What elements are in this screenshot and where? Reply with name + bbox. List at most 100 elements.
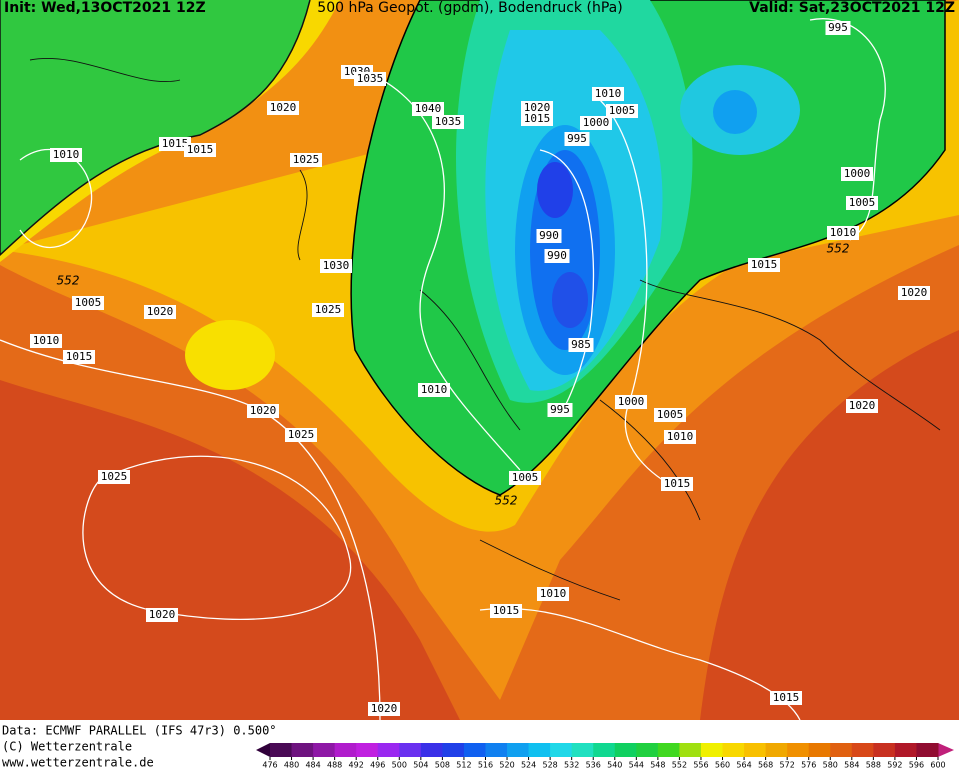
colorbar-label: 532	[564, 761, 579, 770]
colorbar-swatch	[571, 743, 594, 757]
isobar-label-box	[247, 404, 279, 418]
colorbar-swatch	[700, 743, 724, 757]
colorbar-swatch	[744, 743, 767, 757]
isobar-label-box	[509, 471, 541, 485]
isobar-label: 1005	[512, 471, 539, 484]
isobar-label: 1000	[844, 167, 871, 180]
colorbar-high-arrow	[938, 743, 954, 757]
isobar-label-box	[98, 470, 130, 484]
colorbar-label: 576	[801, 761, 816, 770]
colorbar-label: 520	[499, 761, 514, 770]
isobar-label: 1000	[583, 116, 610, 129]
isobar-label-box	[412, 102, 444, 116]
field-band	[713, 90, 757, 134]
colorbar-swatch	[808, 743, 831, 757]
coastline	[29, 58, 941, 601]
isobar-label-box	[544, 249, 570, 263]
colorbar-label: 564	[736, 761, 751, 770]
colorbar-swatch	[916, 743, 939, 757]
isobar-label-box	[770, 691, 802, 705]
isobar-label-box	[144, 305, 176, 319]
isobar-label: 1020	[250, 404, 277, 417]
colorbar-label: 588	[866, 761, 881, 770]
thickness-label: 552	[827, 242, 850, 256]
isobar-label: 1025	[315, 303, 342, 316]
isobar-label: 985	[571, 338, 591, 351]
isobar-label-box	[290, 153, 322, 167]
colorbar-swatch	[550, 743, 573, 757]
colorbar-label: 492	[349, 761, 364, 770]
colorbar-swatch	[442, 743, 465, 757]
isobar-label: 1020	[147, 305, 174, 318]
colorbar-swatch	[679, 743, 702, 757]
isobar-label: 1015	[751, 258, 778, 271]
isobar-label: 1015	[524, 112, 551, 125]
field-band	[185, 320, 275, 390]
isobar-label-box	[846, 399, 878, 413]
colorbar-label: 512	[456, 761, 471, 770]
isobar-label: 1010	[830, 226, 857, 239]
colorbar-swatch	[485, 743, 508, 757]
isobar-label: 990	[547, 249, 567, 262]
isobar-label-box	[825, 21, 851, 35]
colorbar-label: 540	[607, 761, 622, 770]
colorbar-label: 504	[413, 761, 428, 770]
colorbar-swatch	[851, 743, 874, 757]
thickness-label: 552	[495, 494, 518, 508]
colorbar-swatch	[377, 743, 400, 757]
isobar-label-box	[159, 137, 191, 151]
isobar-label-box	[841, 167, 873, 181]
isobar-label: 995	[550, 403, 570, 416]
init-time: Init: Wed,13OCT2021 12Z	[4, 0, 206, 16]
isobar	[599, 99, 681, 491]
colorbar-label: 524	[521, 761, 536, 770]
isobar-label: 1005	[75, 296, 102, 309]
colorbar-swatch	[765, 743, 788, 757]
colorbar-label: 596	[909, 761, 924, 770]
isobar-label-box	[564, 132, 590, 146]
colorbar-swatch	[313, 743, 336, 757]
isobar	[539, 149, 595, 413]
isobar-label: 1030	[323, 259, 350, 272]
colorbar-swatch	[334, 743, 357, 757]
isobar-label: 1005	[609, 104, 636, 117]
isobar-label: 1015	[493, 604, 520, 617]
colorbar-swatch	[830, 743, 853, 757]
colorbar-swatch	[356, 743, 379, 757]
isobar-label-box	[184, 143, 216, 157]
isobar-label: 995	[828, 21, 848, 34]
colorbar-label: 516	[478, 761, 493, 770]
isobar-label: 1010	[33, 334, 60, 347]
isobar-label-box	[664, 430, 696, 444]
isobar-label: 1000	[618, 395, 645, 408]
colorbar-swatch	[873, 743, 896, 757]
isobar-label: 1010	[667, 430, 694, 443]
isobar-label-box	[592, 87, 624, 101]
colorbar-label: 544	[629, 761, 644, 770]
colorbar-label: 548	[650, 761, 665, 770]
colorbar-swatch	[507, 743, 530, 757]
copyright: (C) Wetterzentrale	[2, 740, 132, 754]
isobar-label-box	[146, 608, 178, 622]
colorbar-label: 508	[435, 761, 450, 770]
colorbar-swatch	[291, 743, 314, 757]
isobar-label: 1015	[162, 137, 189, 150]
isobar-label-box	[537, 587, 569, 601]
colorbar-label: 556	[693, 761, 708, 770]
valid-time: Valid: Sat,23OCT2021 12Z	[749, 0, 955, 16]
colorbar-swatch	[399, 743, 422, 757]
isobar-label-box	[521, 112, 553, 126]
colorbar-label: 552	[672, 761, 687, 770]
colorbar-swatch	[463, 743, 486, 757]
colorbar-swatch	[636, 743, 659, 757]
colorbar-label: 528	[542, 761, 557, 770]
isobar-label-box	[312, 303, 344, 317]
colorbar-label: 600	[930, 761, 945, 770]
isobar-label: 1010	[53, 148, 80, 161]
colorbar-label: 592	[887, 761, 902, 770]
isobar-label: 1040	[415, 102, 442, 115]
colorbar-label: 496	[370, 761, 385, 770]
isobar-label-box	[418, 383, 450, 397]
isobar-label: 1010	[595, 87, 622, 100]
isobar-label-box	[846, 196, 878, 210]
